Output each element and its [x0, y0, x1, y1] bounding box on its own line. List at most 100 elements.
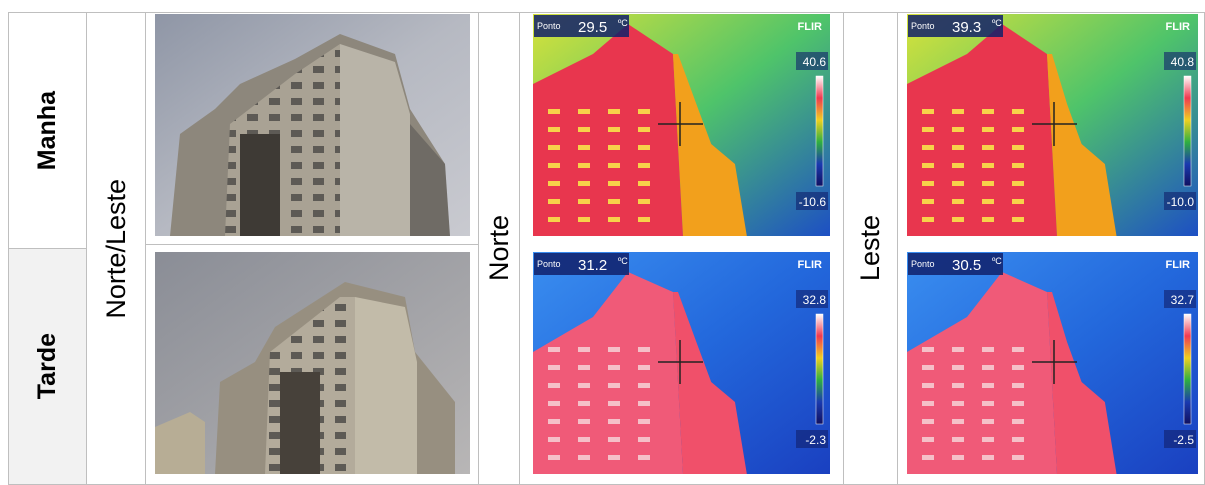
column-label-cell: Norte — [478, 12, 520, 485]
window — [638, 347, 650, 352]
scale-min: -10.0 — [1167, 195, 1195, 209]
window — [1012, 365, 1024, 370]
window — [952, 163, 964, 168]
window — [608, 163, 620, 168]
spot-label: Ponto — [911, 21, 935, 31]
thermal-image: Ponto 30.5 ºC FLIR 32.7 -2.5 — [907, 252, 1198, 474]
window — [638, 455, 650, 460]
window — [548, 383, 560, 388]
window — [982, 217, 994, 222]
window — [608, 109, 620, 114]
scale-max: 32.7 — [1171, 293, 1195, 307]
window — [608, 145, 620, 150]
scale-max: 40.8 — [1171, 55, 1195, 69]
window — [952, 127, 964, 132]
scale-bar — [1183, 75, 1192, 187]
window — [1012, 109, 1024, 114]
window — [952, 217, 964, 222]
window — [638, 365, 650, 370]
window — [1012, 145, 1024, 150]
window — [922, 347, 934, 352]
window — [952, 145, 964, 150]
window — [982, 455, 994, 460]
scale-min: -2.3 — [805, 433, 826, 447]
row-label: Manha — [33, 90, 61, 171]
window — [608, 455, 620, 460]
spot-label: Ponto — [537, 21, 561, 31]
window — [1012, 127, 1024, 132]
window — [982, 347, 994, 352]
thermal-image: Ponto 39.3 ºC FLIR 40.8 -10.0 — [907, 14, 1198, 236]
window — [578, 347, 590, 352]
row-label-cell: Tarde — [8, 248, 87, 485]
window — [608, 401, 620, 406]
spot-box — [534, 15, 629, 37]
window — [548, 109, 560, 114]
window — [982, 383, 994, 388]
window — [608, 419, 620, 424]
window — [548, 145, 560, 150]
window — [638, 127, 650, 132]
window — [548, 365, 560, 370]
column-label: Leste — [855, 215, 885, 282]
row-label: Tarde — [33, 333, 61, 400]
spot-box — [908, 15, 1003, 37]
spot-box — [534, 253, 629, 275]
window — [638, 199, 650, 204]
window — [578, 109, 590, 114]
scale-max: 32.8 — [803, 293, 827, 307]
window — [922, 401, 934, 406]
window — [578, 127, 590, 132]
window — [952, 401, 964, 406]
window — [578, 437, 590, 442]
unit: ºC — [618, 256, 628, 266]
window — [638, 163, 650, 168]
scale-min: -2.5 — [1173, 433, 1194, 447]
scale-bar — [1183, 313, 1192, 425]
window — [922, 217, 934, 222]
unit: ºC — [992, 18, 1002, 28]
window — [548, 437, 560, 442]
brand: FLIR — [1166, 259, 1190, 271]
scale-bar — [815, 75, 824, 187]
window — [548, 217, 560, 222]
photo — [155, 14, 470, 236]
window — [922, 437, 934, 442]
orientation-label: Norte/Leste — [100, 178, 131, 319]
window — [922, 145, 934, 150]
scale-box — [796, 290, 828, 308]
thermal-image: Ponto 31.2 ºC FLIR 32.8 -2.3 — [533, 252, 830, 474]
spot-value: 29.5 — [578, 19, 607, 36]
window — [608, 199, 620, 204]
column-label-cell: Leste — [843, 12, 898, 485]
window — [982, 365, 994, 370]
window — [1012, 163, 1024, 168]
building — [1047, 292, 1117, 474]
window — [922, 127, 934, 132]
window — [608, 437, 620, 442]
window — [548, 455, 560, 460]
window — [548, 199, 560, 204]
window — [608, 127, 620, 132]
window — [952, 365, 964, 370]
spot-label: Ponto — [537, 259, 561, 269]
window — [578, 181, 590, 186]
window — [578, 401, 590, 406]
window — [1012, 383, 1024, 388]
window — [982, 127, 994, 132]
window — [578, 145, 590, 150]
window — [548, 347, 560, 352]
window — [922, 365, 934, 370]
window — [1012, 181, 1024, 186]
window — [982, 199, 994, 204]
window — [952, 437, 964, 442]
window — [608, 181, 620, 186]
window — [1012, 419, 1024, 424]
window — [638, 181, 650, 186]
building — [1047, 54, 1117, 236]
row-label-cell: Manha — [8, 12, 87, 249]
window — [578, 383, 590, 388]
scale-min: -10.6 — [799, 195, 827, 209]
window — [608, 347, 620, 352]
window — [638, 437, 650, 442]
